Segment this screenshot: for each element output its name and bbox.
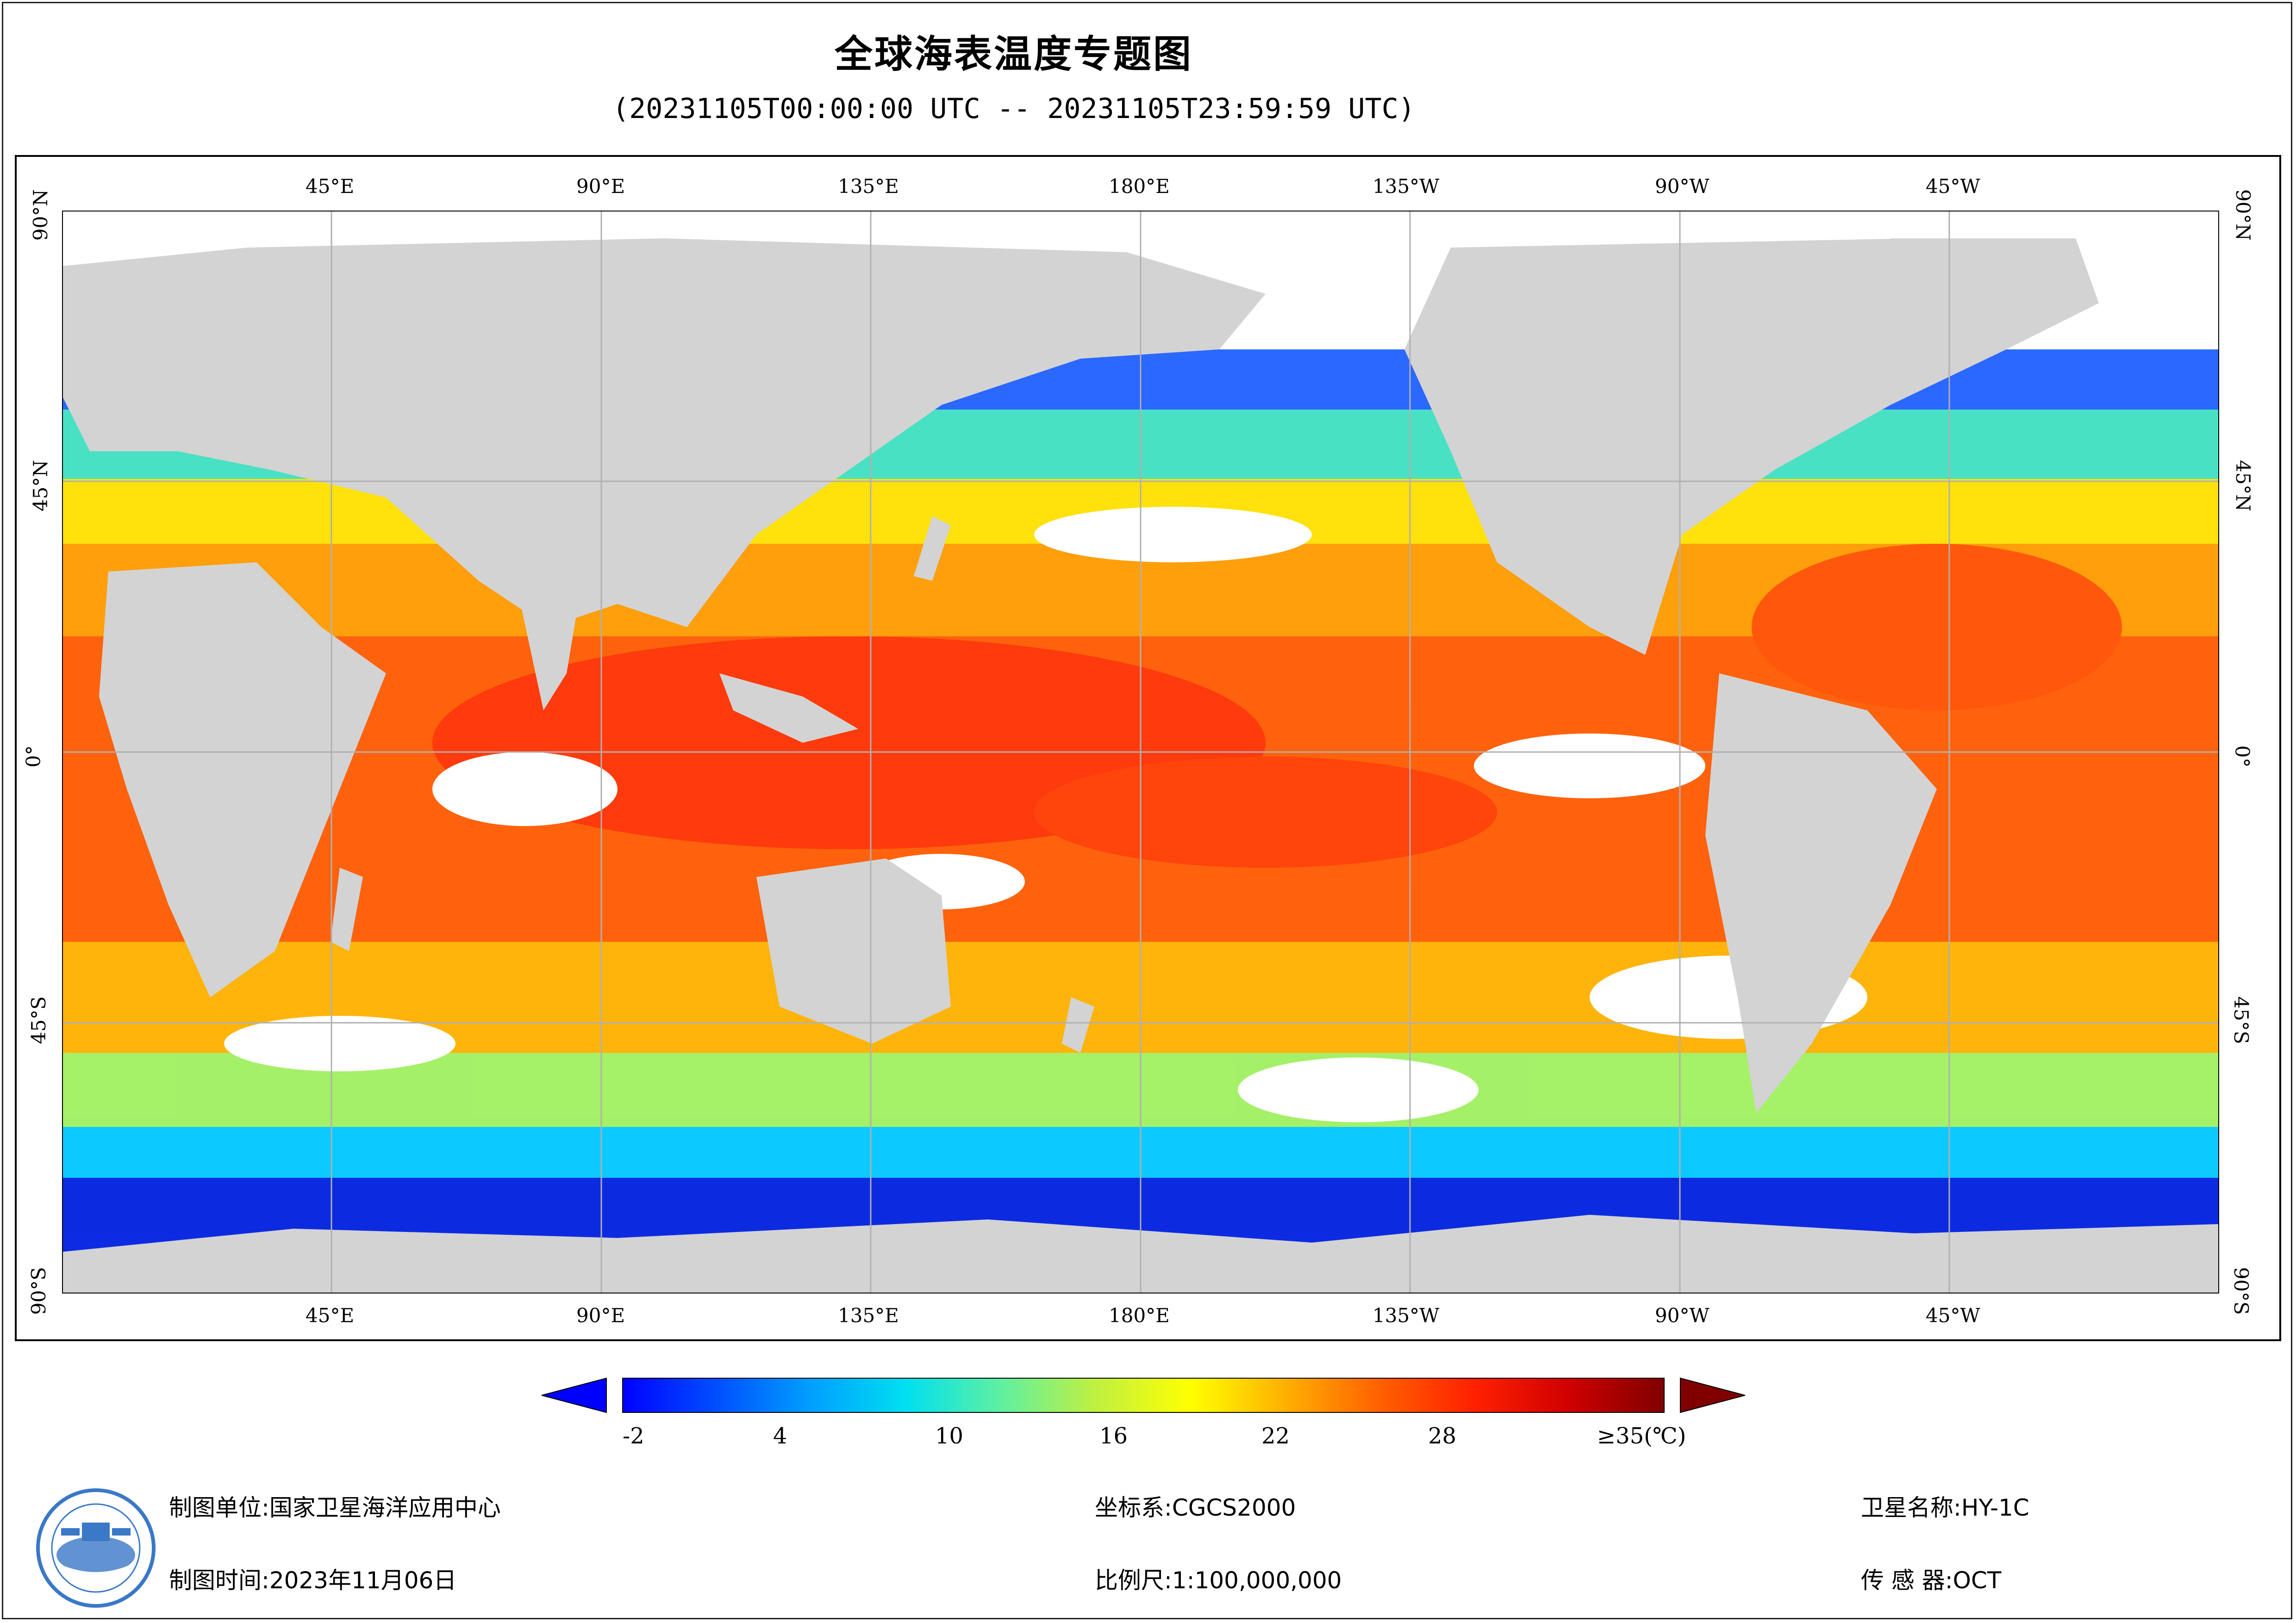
mapping-unit-label: 制图单位: xyxy=(169,1494,269,1521)
satellite-name-value: HY-1C xyxy=(1961,1494,2029,1521)
time-range-subtitle: (20231105T00:00:00 UTC -- 20231105T23:59… xyxy=(612,93,1415,125)
colorbar-tick: ≥35(℃) xyxy=(1597,1423,1686,1449)
sst-north-atlantic-warm xyxy=(1752,544,2122,710)
colorbar-tick: 4 xyxy=(773,1423,787,1449)
colorbar-tick: 10 xyxy=(935,1423,964,1449)
map-frame xyxy=(15,155,2281,1341)
lat-tick-left: 90°S xyxy=(27,1267,50,1315)
land-japan xyxy=(914,516,951,581)
lat-tick-right: 45°N xyxy=(2232,460,2255,512)
lon-tick-top: 90°E xyxy=(576,175,625,198)
satellite-name-label: 卫星名称: xyxy=(1861,1494,1961,1521)
sst-cloud-gap xyxy=(1238,1057,1479,1122)
lon-tick-bottom: 135°W xyxy=(1373,1304,1440,1327)
colorbar-over-arrow xyxy=(1680,1377,1745,1413)
land-maritime-se-asia xyxy=(719,673,858,743)
colorbar-tick: 28 xyxy=(1428,1423,1457,1449)
coordinate-system-label: 坐标系: xyxy=(1095,1494,1172,1521)
sst-cloud-gap xyxy=(432,752,618,826)
land-north-america xyxy=(1404,238,2066,655)
satellite-name: 卫星名称:HY-1C xyxy=(1861,1489,2029,1523)
sst-map xyxy=(62,211,2219,1293)
map-scale-label: 比例尺: xyxy=(1095,1567,1172,1594)
lon-tick-bottom: 45°E xyxy=(306,1304,355,1327)
colorbar-gradient xyxy=(622,1378,1665,1413)
land-africa xyxy=(99,562,386,997)
coordinate-system-value: CGCS2000 xyxy=(1172,1494,1296,1521)
map-scale: 比例尺:1:100,000,000 xyxy=(1095,1562,1342,1595)
lon-tick-top: 45°W xyxy=(1926,175,1980,198)
colorbar-tick: -2 xyxy=(623,1423,644,1449)
sensor: 传 感 器:OCT xyxy=(1861,1562,2001,1595)
sst-warm-pool-east xyxy=(1034,757,1497,868)
nsoas-logo-icon xyxy=(36,1488,156,1608)
mapping-unit: 制图单位:国家卫星海洋应用中心 xyxy=(169,1489,501,1523)
lat-tick-right: 0° xyxy=(2231,745,2254,768)
land-australia xyxy=(756,858,951,1044)
map-title: 全球海表温度专题图 xyxy=(834,32,1193,76)
graticule xyxy=(62,211,2219,1293)
land-india xyxy=(516,581,580,710)
lon-tick-top: 180°E xyxy=(1109,175,1170,198)
sst-cloud-gap xyxy=(1034,507,1312,562)
colorbar-tick: 16 xyxy=(1099,1423,1128,1449)
lat-tick-left: 45°N xyxy=(29,460,52,512)
lon-tick-bottom: 90°E xyxy=(576,1304,625,1327)
land-greenland xyxy=(1890,238,2099,349)
mapping-unit-value: 国家卫星海洋应用中心 xyxy=(269,1494,501,1521)
map-scale-value: 1:100,000,000 xyxy=(1172,1567,1342,1594)
coordinate-system: 坐标系:CGCS2000 xyxy=(1095,1489,1296,1523)
lon-tick-bottom: 90°W xyxy=(1655,1304,1710,1327)
land-madagascar xyxy=(331,868,363,951)
lon-tick-bottom: 135°E xyxy=(838,1304,899,1327)
land-new-zealand xyxy=(1062,997,1094,1053)
lat-tick-left: 90°N xyxy=(29,189,52,241)
lat-tick-right: 45°S xyxy=(2230,996,2253,1045)
lat-tick-left: 0° xyxy=(22,745,45,768)
lon-tick-top: 45°E xyxy=(306,175,355,198)
mapping-time: 制图时间:2023年11月06日 xyxy=(169,1562,456,1595)
sst-cloud-gap xyxy=(1474,734,1705,798)
lon-tick-top: 135°E xyxy=(838,175,899,198)
land xyxy=(62,238,2219,1293)
lat-tick-right: 90°N xyxy=(2232,189,2255,241)
colorbar-tick: 22 xyxy=(1261,1423,1290,1449)
sensor-label: 传 感 器: xyxy=(1861,1567,1953,1594)
lon-tick-top: 135°W xyxy=(1373,175,1440,198)
mapping-time-value: 2023年11月06日 xyxy=(269,1567,457,1594)
colorbar xyxy=(542,1377,1745,1413)
lat-tick-left: 45°S xyxy=(27,996,50,1045)
lon-tick-top: 90°W xyxy=(1655,175,1710,198)
lat-tick-right: 90°S xyxy=(2230,1267,2253,1315)
land-south-america xyxy=(1705,673,1937,1113)
mapping-time-label: 制图时间: xyxy=(169,1567,269,1594)
sst-cloud-gap xyxy=(224,1016,455,1071)
colorbar-under-arrow xyxy=(542,1377,607,1413)
lon-tick-bottom: 180°E xyxy=(1109,1304,1170,1327)
lon-tick-bottom: 45°W xyxy=(1926,1304,1980,1327)
land-eurasia xyxy=(62,238,1266,627)
sensor-value: OCT xyxy=(1953,1567,2002,1594)
